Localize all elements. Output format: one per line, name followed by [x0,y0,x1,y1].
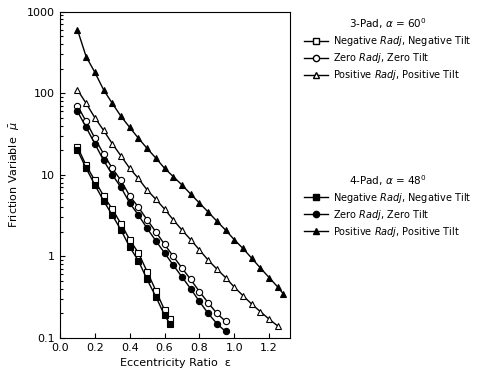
Legend: Negative $\it{Radj}$, Negative Tilt, Zero $\it{Radj}$, Zero Tilt, Positive $\it{: Negative $\it{Radj}$, Negative Tilt, Zer… [304,173,472,238]
Y-axis label: Friction Variable  $\bar{\mu}$: Friction Variable $\bar{\mu}$ [8,121,22,228]
X-axis label: Eccentricity Ratio  ε: Eccentricity Ratio ε [120,358,230,368]
